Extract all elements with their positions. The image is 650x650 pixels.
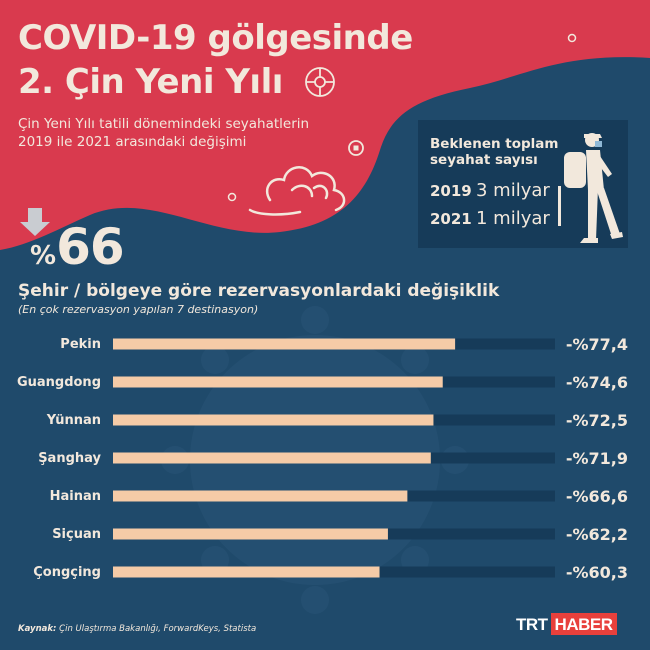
bar-chart: Pekin -%77,4 Guangdong -%74,6 Yünnan -%72,5 Şa… xyxy=(17,335,628,582)
bar xyxy=(113,566,380,578)
value-label: -%77,4 xyxy=(566,335,628,354)
category-label: Guangdong xyxy=(17,375,101,390)
headline-percent-sign: % xyxy=(30,241,57,271)
bar xyxy=(113,528,388,540)
page-title-line-1: COVID-19 gölgesinde xyxy=(18,18,413,58)
expected-travel-row-2021: 2021 1 milyar xyxy=(430,208,550,229)
value-label: -%66,6 xyxy=(566,487,628,506)
expected-travel-title: Beklenen toplam seyahat sayısı xyxy=(430,136,558,168)
headline-percent-value: 66 xyxy=(56,218,125,276)
cloud-decoration-icon xyxy=(248,166,346,216)
value-label: -%62,2 xyxy=(566,525,628,544)
dot-decoration xyxy=(227,192,237,202)
expected-travel-title-line-2: seyahat sayısı xyxy=(430,152,538,168)
page-title-line-2: 2. Çin Yeni Yılı xyxy=(18,62,283,102)
category-label: Şanghay xyxy=(38,451,101,466)
dot-decoration xyxy=(567,33,577,43)
bar xyxy=(113,452,431,464)
chart-subtitle: (En çok rezervasyon yapılan 7 destinasyo… xyxy=(18,303,259,316)
logo-haber-text: HABER xyxy=(550,613,617,635)
bar xyxy=(113,414,434,426)
value-label: -%74,6 xyxy=(566,373,628,392)
expected-travel-title-line-1: Beklenen toplam xyxy=(430,136,559,152)
category-label: Hainan xyxy=(50,489,101,504)
logo-trt-text: TRT xyxy=(516,615,548,634)
bar xyxy=(113,490,408,502)
header-red-shape xyxy=(0,0,650,250)
category-label: Siçuan xyxy=(52,527,101,542)
source-text: Çin Ulaştırma Bakanlığı, ForwardKeys, St… xyxy=(59,624,257,634)
chart-title: Şehir / bölgeye göre rezervasyonlardaki … xyxy=(18,281,500,301)
headline-percentage: %66 xyxy=(30,218,125,276)
source-label: Kaynak: xyxy=(18,624,57,634)
bar xyxy=(113,376,443,388)
expected-travel-year: 2019 xyxy=(430,182,472,200)
flower-decoration-icon xyxy=(305,67,335,97)
value-label: -%60,3 xyxy=(566,563,628,582)
page-subtitle-line-2: 2019 ile 2021 arasındaki değişimi xyxy=(18,134,247,150)
page-subtitle-line-1: Çin Yeni Yılı tatili dönemindeki seyahat… xyxy=(18,116,310,132)
source-note: Kaynak: Çin Ulaştırma Bakanlığı, Forward… xyxy=(18,624,256,634)
expected-travel-value: 1 milyar xyxy=(476,208,550,229)
category-label: Yünnan xyxy=(46,413,101,428)
expected-travel-value: 3 milyar xyxy=(476,180,550,201)
trt-haber-logo: TRT HABER xyxy=(516,613,617,635)
value-label: -%72,5 xyxy=(566,411,628,430)
page-subtitle: Çin Yeni Yılı tatili dönemindeki seyahat… xyxy=(18,115,348,151)
category-label: Çongçing xyxy=(33,565,101,580)
coin-decoration-icon xyxy=(348,140,364,156)
value-label: -%71,9 xyxy=(566,449,628,468)
category-label: Pekin xyxy=(60,337,101,352)
bar xyxy=(113,338,456,350)
down-arrow-icon xyxy=(20,208,50,236)
expected-travel-year: 2021 xyxy=(430,210,472,228)
expected-travel-row-2019: 2019 3 milyar xyxy=(430,180,550,201)
hiker-with-mask-icon xyxy=(558,133,623,243)
